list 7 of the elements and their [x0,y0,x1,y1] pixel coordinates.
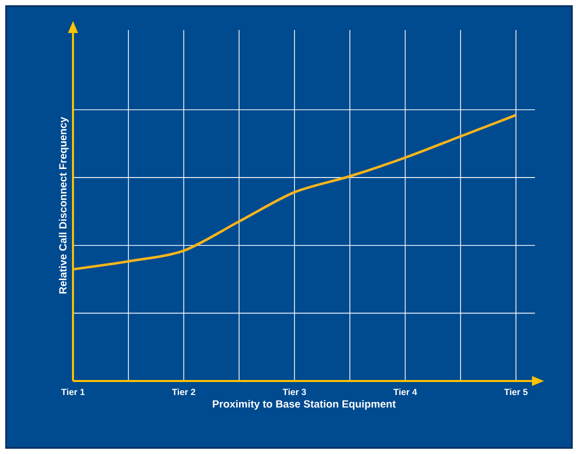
x-tick-label: Tier 1 [61,388,85,396]
x-tick-label: Tier 4 [393,388,418,396]
y-axis-title: Relative Call Disconnect Frequency [58,116,69,294]
x-tick-label: Tier 3 [282,388,306,396]
x-axis-title: Proximity to Base Station Equipment [212,400,396,410]
x-tick-label: Tier 2 [172,388,196,396]
x-tick-label: Tier 5 [504,388,528,396]
